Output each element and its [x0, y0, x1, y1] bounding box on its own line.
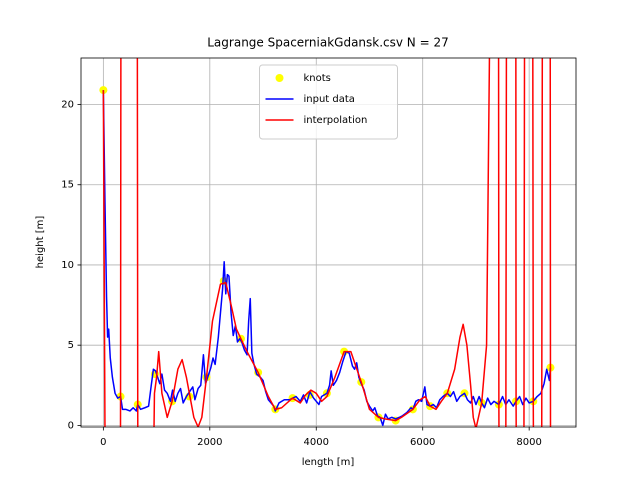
knot: [99, 86, 108, 95]
legend-marker: [275, 74, 284, 82]
x-tick-label: 4000: [304, 437, 329, 448]
y-tick-label: 5: [68, 340, 74, 351]
data-line: [102, 58, 552, 427]
x-tick-label: 0: [100, 437, 106, 448]
chart-title: Lagrange SpacerniakGdansk.csv N = 27: [207, 36, 448, 50]
x-tick-label: 8000: [516, 437, 541, 448]
x-axis-label: length [m]: [302, 457, 355, 468]
y-tick-label: 20: [61, 100, 74, 111]
y-tick-label: 15: [61, 180, 74, 191]
ticks: 0 2000 4000 6000 8000 0 5 10 15 20: [61, 100, 542, 448]
y-tick-label: 10: [61, 260, 74, 271]
plot-area: [99, 58, 555, 427]
y-tick-label: 0: [68, 420, 74, 431]
legend-label: knots: [304, 73, 331, 84]
y-axis-label: height [m]: [35, 216, 46, 269]
legend-box: [259, 64, 398, 140]
x-tick-label: 2000: [197, 437, 222, 448]
legend-label: input data: [304, 94, 355, 105]
data-line: [102, 90, 552, 427]
legend: knots input data interpolation: [259, 64, 398, 140]
axes-frame: [80, 57, 577, 428]
x-tick-label: 6000: [410, 437, 435, 448]
legend-label: interpolation: [304, 115, 368, 126]
